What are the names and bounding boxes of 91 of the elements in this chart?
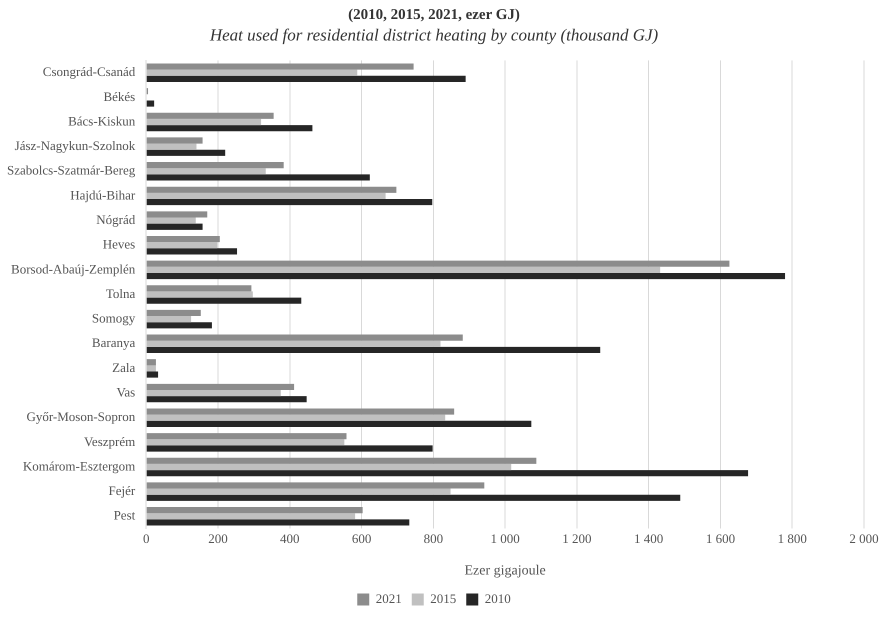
bar [146,494,680,501]
bar [146,340,441,347]
legend-label: 2021 [376,590,402,606]
x-tick-label: 800 [424,530,444,546]
bar [146,242,218,248]
y-tick-label: Komárom-Esztergom [22,458,136,474]
y-tick-label: Nógrád [96,212,136,227]
bar [146,513,356,520]
bar [146,260,730,267]
y-tick-label: Bács-Kiskun [68,113,136,128]
bar [146,439,344,446]
y-tick-label: Jász-Nagykun-Szolnok [14,138,136,154]
legend-label: 2010 [484,590,511,606]
bar [146,144,196,150]
y-tick-label: Borsod-Abaúj-Zemplén [11,261,136,276]
chart-title: (2010, 2015, 2021, ezer GJ) [348,6,520,23]
bar [146,266,660,273]
y-tick-label: Tolna [106,286,136,301]
y-tick-label: Baranya [92,335,136,350]
bar [146,470,748,476]
x-tick-label: 1 600 [706,530,736,546]
x-tick-label: 1 200 [562,530,592,546]
y-tick-label: Szabolcs-Szatmár-Bereg [6,162,136,178]
y-tick-label: Zala [112,360,136,375]
bar [146,322,212,328]
y-tick-label: Csongrád-Csanád [42,64,136,80]
bar [146,63,414,70]
x-tick-label: 1 800 [778,530,807,546]
y-tick-label: Heves [102,236,136,252]
bar [146,125,312,132]
bar [146,174,370,181]
bar [146,285,252,292]
bar [146,482,484,489]
bar [146,112,274,119]
y-tick-label: Hajdú-Bihar [70,187,136,202]
bar [146,192,386,200]
legend-label: 2015 [430,590,456,606]
bar [146,211,208,218]
x-tick-label: 600 [352,530,372,546]
bar [146,100,154,107]
x-axis-title: Ezer gigajoule [464,563,546,578]
y-tick-label: Pest [114,508,136,523]
bar [146,365,156,372]
bar [146,396,307,402]
bar [146,390,281,396]
bar [146,272,786,280]
x-tick-label: 1 400 [634,530,664,546]
bar [146,458,536,464]
y-tick-label: Győr-Moson-Sopron [26,409,136,424]
bar [146,162,284,168]
bar [146,224,203,230]
bar [146,236,220,242]
bar [146,507,363,514]
bar [146,168,266,174]
y-tick-label: Vas [116,384,136,400]
bar [146,248,238,254]
bar [146,217,196,224]
bar [146,298,302,304]
bar [146,310,201,316]
bar [146,346,600,354]
bar [146,488,451,495]
y-tick-label: Somogy [92,310,136,326]
bar [146,334,463,341]
bar [146,316,192,322]
chart-subtitle: Heat used for residential district heating by county (thousand GJ) [208,26,659,45]
bar [146,199,432,206]
bar [146,464,512,470]
bar [146,408,454,415]
x-tick-label: 200 [208,530,228,546]
x-tick-label: 1 000 [490,530,520,546]
bar [146,359,156,366]
bar [146,76,466,82]
x-tick-label: 0 [142,530,150,546]
bar [146,291,253,298]
bar [146,433,346,440]
y-tick-label: Fejér [108,483,136,498]
bar [146,384,294,390]
x-tick-label: 400 [280,530,300,546]
bar [146,186,396,193]
bar [146,150,226,156]
bar [146,519,410,526]
bar [146,420,532,427]
bar [146,445,433,452]
y-tick-label: Békés [103,88,136,104]
bar [146,70,358,76]
y-tick-label: Veszprém [84,434,136,449]
bar [146,372,158,378]
bar [146,118,262,126]
x-tick-label: 2 000 [849,530,879,546]
bar [146,414,446,421]
bar [146,137,203,144]
